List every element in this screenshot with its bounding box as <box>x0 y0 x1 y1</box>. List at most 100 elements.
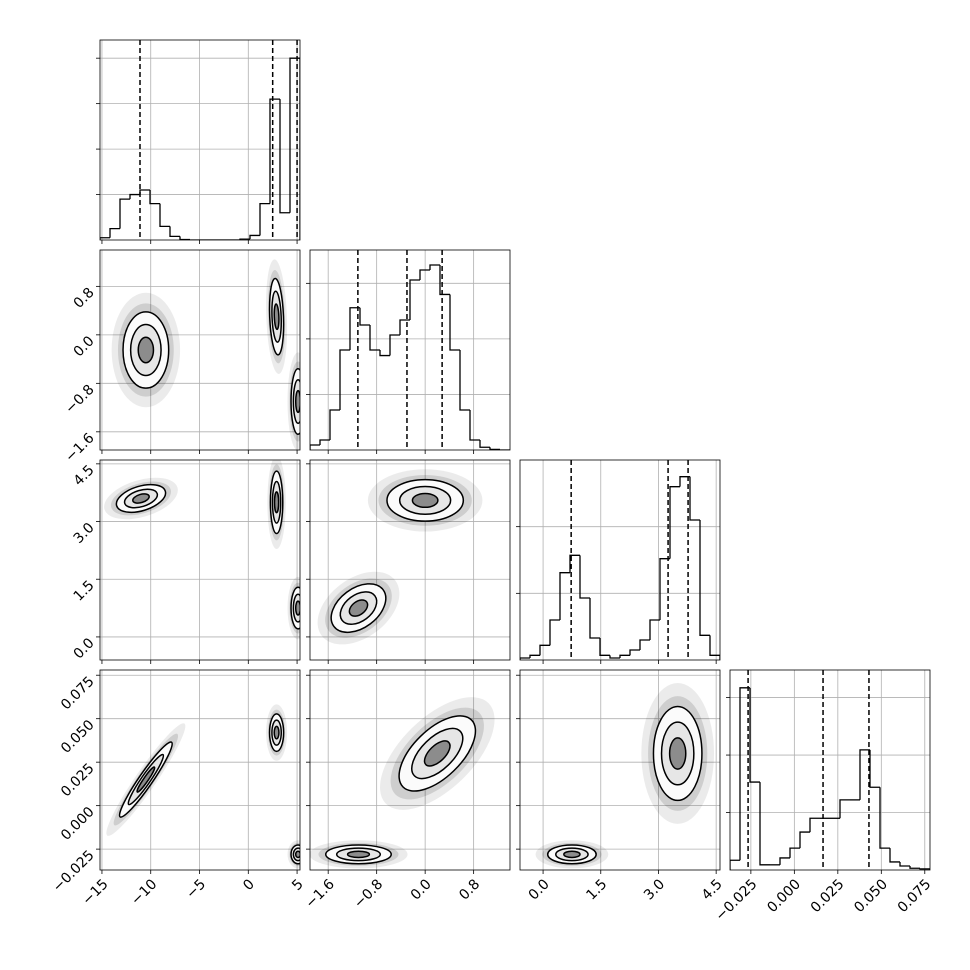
histogram-bin <box>839 799 850 819</box>
histogram-bin <box>369 325 380 351</box>
histogram-bin <box>379 350 390 357</box>
histogram-bin <box>730 859 740 870</box>
plot-area <box>310 460 510 660</box>
histogram-bin <box>889 848 900 863</box>
histogram-bin <box>109 227 120 238</box>
axes-frame <box>99 669 301 871</box>
histogram-bin <box>289 57 300 240</box>
histogram-bin <box>479 440 490 448</box>
histogram-bin <box>649 619 660 640</box>
histogram-bin <box>359 307 370 326</box>
histogram-bin <box>439 265 450 296</box>
histogram-bin <box>389 334 400 356</box>
x-tick-label: −10 <box>128 876 160 908</box>
x-tick-label: 0.0 <box>526 876 553 903</box>
density-contour <box>348 599 369 617</box>
histogram-bin <box>459 350 470 411</box>
density-contour <box>294 850 300 859</box>
histogram-bin <box>759 782 770 866</box>
axes-frame <box>309 669 511 871</box>
plot-area <box>100 250 300 450</box>
histogram-bin <box>789 847 800 858</box>
histogram-bin <box>419 269 430 280</box>
plot-area <box>730 670 930 870</box>
histogram-bin <box>619 654 630 658</box>
density-contour <box>423 740 451 767</box>
histogram-bin <box>899 861 910 867</box>
plot-area <box>100 460 300 660</box>
histogram-bin <box>659 558 670 620</box>
histogram-bin <box>809 817 820 833</box>
y-tick-label: 0.050 <box>58 717 98 757</box>
x-tick-label: 1.5 <box>583 876 610 903</box>
plot-area <box>310 670 510 870</box>
y-tick-label: 0.000 <box>58 804 98 844</box>
panel: 0.0 1.5 3.0 4.5 <box>516 669 726 903</box>
histogram-bin <box>119 198 130 229</box>
histogram-bin <box>589 598 600 639</box>
histogram-bin <box>179 236 190 240</box>
histogram-bin <box>779 857 790 865</box>
histogram-bin <box>559 572 570 620</box>
x-tick-label: 0 <box>240 876 258 894</box>
axes-frame <box>99 249 301 451</box>
histogram-bin <box>569 554 580 573</box>
plot-area <box>100 40 300 240</box>
x-tick-label: 0.0 <box>408 876 435 903</box>
histogram-bin <box>449 294 460 351</box>
histogram-bin <box>279 99 290 214</box>
density-contour <box>563 850 581 859</box>
histogram-bin <box>909 865 920 869</box>
plot-area <box>520 670 720 870</box>
histogram-bin <box>329 409 340 440</box>
y-tick-label: 0.075 <box>58 674 98 714</box>
density-contour <box>294 389 300 414</box>
axes-frame <box>729 669 931 871</box>
histogram-bin <box>429 264 440 270</box>
axes-frame <box>309 459 511 661</box>
histogram-bin <box>699 520 710 636</box>
x-tick-label: −0.8 <box>351 876 386 911</box>
y-tick-label: 0.0 <box>71 635 98 662</box>
histogram-bin <box>399 319 410 335</box>
histogram-bin <box>149 190 160 205</box>
y-tick-label: 1.5 <box>71 578 98 605</box>
x-tick-label: 0.000 <box>764 876 804 916</box>
x-tick-label: 0.075 <box>895 876 935 916</box>
x-tick-label: 4.5 <box>699 876 726 903</box>
histogram-bin <box>489 447 500 450</box>
histogram-bin <box>869 749 880 788</box>
histogram-bin <box>549 619 560 646</box>
y-tick-label: 3.0 <box>71 520 98 547</box>
x-tick-label: 3.0 <box>641 876 668 903</box>
histogram-bin <box>629 649 640 656</box>
density-contour <box>346 850 371 859</box>
histogram-bin <box>129 193 140 200</box>
histogram-bin <box>319 439 330 445</box>
histogram-bin <box>799 831 810 849</box>
axes-frame <box>99 459 301 661</box>
y-tick-label: 0.0 <box>71 333 98 360</box>
density-contour <box>136 766 156 793</box>
panel <box>516 459 721 664</box>
histogram-bin <box>539 644 550 656</box>
histogram-bin <box>859 749 870 800</box>
density-contour <box>411 492 439 509</box>
histogram-bin <box>249 234 260 240</box>
panel: 0.0 1.5 3.0 4.5 <box>71 459 301 664</box>
axes-frame <box>99 39 301 241</box>
histogram-bin <box>100 237 110 240</box>
histogram-bin <box>739 687 750 861</box>
panel: −1.6 −0.8 0.0 0.8 <box>302 669 511 912</box>
density-contour <box>273 491 280 514</box>
panel: −0.025 0.000 0.025 0.050 0.075 <box>713 669 935 924</box>
histogram-bin <box>879 787 890 849</box>
histogram-bin <box>639 639 650 650</box>
plot-area <box>310 250 510 450</box>
panel <box>306 249 511 454</box>
x-tick-label: 5 <box>289 876 307 894</box>
x-tick-label: −15 <box>79 876 111 908</box>
density-contour <box>132 493 150 504</box>
x-tick-label: 0.050 <box>851 876 891 916</box>
